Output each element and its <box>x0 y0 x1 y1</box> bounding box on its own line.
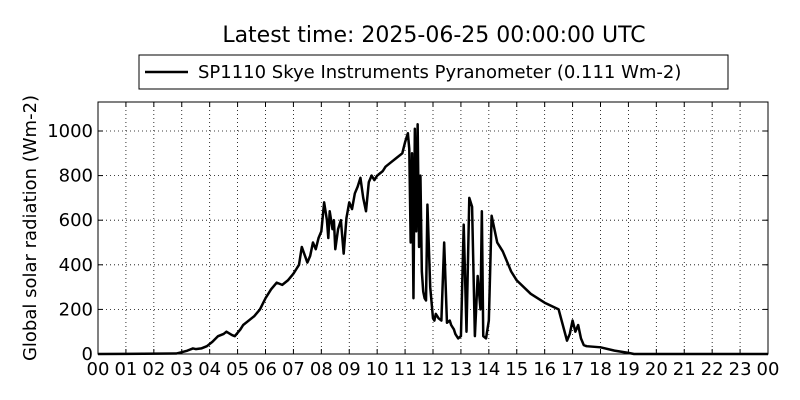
x-tick-label: 00 <box>87 359 110 380</box>
x-tick-label: 19 <box>617 359 640 380</box>
x-tick-label: 14 <box>477 359 500 380</box>
x-tick-label: 12 <box>422 359 445 380</box>
plot-frame <box>97 101 769 355</box>
x-tick-label: 06 <box>254 359 277 380</box>
x-tick-label: 05 <box>226 359 249 380</box>
y-axis-label: Global solar radiation (Wm-2) <box>20 95 41 361</box>
y-tick-label: 800 <box>59 166 93 187</box>
x-tick-label: 16 <box>533 359 556 380</box>
x-tick-label: 07 <box>282 359 305 380</box>
y-tick-label: 600 <box>59 210 93 231</box>
x-tick-label: 09 <box>338 359 361 380</box>
x-tick-label: 22 <box>701 359 724 380</box>
x-tick-label: 10 <box>366 359 389 380</box>
x-tick-label: 21 <box>673 359 696 380</box>
legend: SP1110 Skye Instruments Pyranometer (0.1… <box>138 54 729 90</box>
tick-labels: 00 01 02 03 04 05 06 07 08 09 10 11 12 13 14 15 16 17 18 19… <box>47 121 779 380</box>
y-tick-label: 0 <box>82 344 93 365</box>
x-tick-label: 02 <box>142 359 165 380</box>
legend-label: SP1110 Skye Instruments Pyranometer (0.1… <box>198 62 681 83</box>
x-tick-label: 20 <box>645 359 668 380</box>
x-tick-label: 00 <box>757 359 780 380</box>
ticks <box>97 102 769 355</box>
series-line <box>97 123 768 356</box>
x-tick-label: 01 <box>114 359 137 380</box>
x-tick-label: 15 <box>505 359 528 380</box>
x-tick-label: 08 <box>310 359 333 380</box>
x-tick-label: 17 <box>561 359 584 380</box>
legend-box <box>138 54 729 90</box>
x-tick-label: 13 <box>449 359 472 380</box>
y-tick-label: 200 <box>59 299 93 320</box>
x-tick-label: 18 <box>589 359 612 380</box>
chart-title: Latest time: 2025-06-25 00:00:00 UTC <box>222 23 645 48</box>
x-tick-label: 11 <box>394 359 417 380</box>
x-tick-label: 04 <box>198 359 221 380</box>
y-tick-label: 1000 <box>47 121 93 142</box>
x-tick-label: 23 <box>729 359 752 380</box>
x-tick-label: 03 <box>170 359 193 380</box>
y-tick-label: 400 <box>59 255 93 276</box>
